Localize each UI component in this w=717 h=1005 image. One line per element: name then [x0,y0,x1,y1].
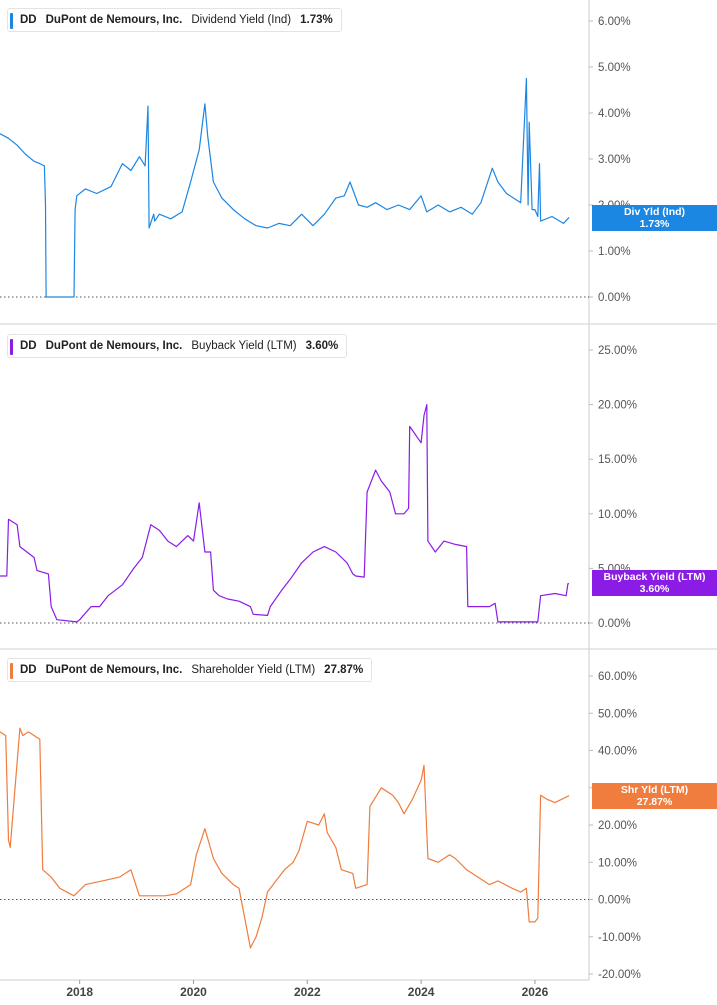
legend-ticker: DD [20,14,37,26]
y-tick-label: 20.00% [598,400,637,412]
legend-dividend-yield: DD DuPont de Nemours, Inc. Dividend Yiel… [7,8,342,32]
legend-current-value: 1.73% [300,14,333,26]
y-tick-label: 3.00% [598,154,631,166]
value-tag-dividend: Div Yld (Ind) 1.73% [592,205,717,231]
legend-ticker: DD [20,340,37,352]
legend-current-value: 27.87% [324,664,364,676]
y-tick-label: 10.00% [598,509,637,521]
y-tick-label: 4.00% [598,108,631,120]
legend-swatch-dividend [10,13,13,29]
y-tick-label: 15.00% [598,454,637,466]
series-line-dividend [0,77,570,298]
legend-metric: Dividend Yield (Ind) [191,14,292,26]
legend-swatch-buyback [10,339,13,355]
x-tick-label: 2018 [66,985,93,999]
y-tick-label: 0.00% [598,292,631,304]
legend-swatch-shareholder [10,663,13,679]
value-tag-label: Buyback Yield (LTM) [603,571,706,583]
y-tick-label: 5.00% [598,62,631,74]
y-tick-label: 1.00% [598,246,631,258]
value-tag-value: 3.60% [639,583,670,595]
y-tick-label: 10.00% [598,857,637,869]
value-tag-buyback: Buyback Yield (LTM) 3.60% [592,570,717,596]
legend-company: DuPont de Nemours, Inc. [45,340,183,352]
legend-metric: Shareholder Yield (LTM) [191,664,316,676]
x-tick-label: 2026 [522,985,549,999]
legend-shareholder-yield: DD DuPont de Nemours, Inc. Shareholder Y… [7,658,373,682]
y-tick-label: -20.00% [598,969,641,981]
value-tag-value: 1.73% [639,218,670,230]
series-line-shareholder [0,727,570,949]
y-tick-label: 6.00% [598,16,631,28]
y-tick-label: 50.00% [598,708,637,720]
legend-buyback-yield: DD DuPont de Nemours, Inc. Buyback Yield… [7,334,348,358]
x-tick-label: 2024 [408,985,435,999]
y-tick-label: 25.00% [598,345,637,357]
value-tag-shareholder: Shr Yld (LTM) 27.87% [592,783,717,809]
x-tick-label: 2020 [180,985,207,999]
value-tag-label: Div Yld (Ind) [623,206,686,218]
value-tag-value: 27.87% [636,796,673,808]
legend-metric: Buyback Yield (LTM) [191,340,297,352]
y-tick-label: 20.00% [598,820,637,832]
legend-current-value: 3.60% [305,340,339,352]
y-tick-label: 0.00% [598,895,631,907]
y-tick-label: 0.00% [598,618,631,630]
legend-company: DuPont de Nemours, Inc. [45,14,183,26]
series-line-buyback [0,404,570,623]
y-tick-label: -10.00% [598,932,641,944]
legend-company: DuPont de Nemours, Inc. [45,664,183,676]
value-tag-label: Shr Yld (LTM) [620,784,689,796]
y-tick-label: 60.00% [598,671,637,683]
legend-ticker: DD [20,664,37,676]
y-tick-label: 40.00% [598,746,637,758]
x-tick-label: 2022 [294,985,321,999]
